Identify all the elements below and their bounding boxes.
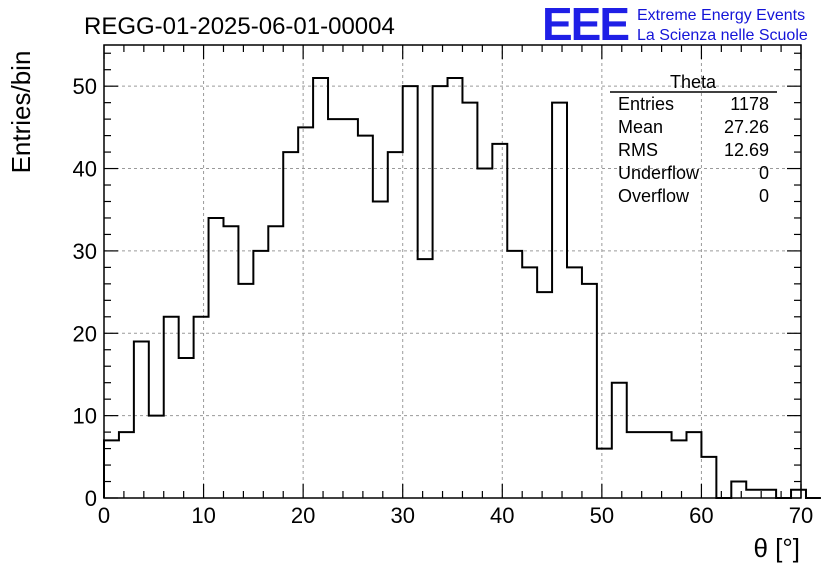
histogram-bin bbox=[238, 284, 253, 498]
stats-value: 1178 bbox=[730, 94, 769, 114]
histogram-bin bbox=[149, 416, 164, 498]
histogram-bin bbox=[313, 78, 328, 498]
histogram-bin bbox=[373, 201, 388, 498]
y-axis-label: Entries/bin bbox=[6, 51, 36, 174]
logo-line-1: Extreme Energy Events bbox=[637, 7, 805, 24]
histogram-bin bbox=[209, 218, 224, 498]
histogram-bin bbox=[448, 78, 463, 498]
y-tick-label: 40 bbox=[73, 157, 97, 182]
histogram-bin bbox=[328, 119, 343, 498]
stats-title: Theta bbox=[670, 72, 717, 92]
histogram-bin bbox=[283, 152, 298, 498]
grid-lines bbox=[104, 45, 801, 498]
stats-label: Mean bbox=[618, 117, 663, 137]
histogram-bin bbox=[194, 317, 209, 498]
histogram-bin bbox=[418, 259, 433, 498]
histogram-bin bbox=[567, 267, 582, 498]
histogram-bin bbox=[134, 342, 149, 498]
histogram-bin bbox=[433, 86, 448, 498]
histogram-bin bbox=[298, 127, 313, 498]
histogram-bin bbox=[582, 284, 597, 498]
logo-line-2: La Scienza nelle Scuole bbox=[637, 27, 808, 44]
histogram-bin bbox=[268, 226, 283, 498]
histogram-bin bbox=[403, 86, 418, 498]
x-tick-label: 70 bbox=[789, 503, 813, 528]
x-tick-labels: 0 10 20 30 40 50 60 70 bbox=[98, 503, 813, 528]
stats-box: Theta Entries 1178 Mean 27.26 RMS 12.69 Underf… bbox=[610, 72, 777, 206]
histogram-bin bbox=[761, 490, 776, 498]
histogram-outline bbox=[103, 76, 821, 499]
histogram-bin bbox=[686, 432, 701, 498]
histogram-bin bbox=[612, 383, 627, 498]
x-axis-label: θ [°] bbox=[753, 533, 800, 563]
histogram-bin bbox=[104, 440, 119, 498]
histogram-bins bbox=[104, 78, 806, 498]
x-tick-label: 10 bbox=[191, 503, 215, 528]
histogram-bin bbox=[642, 432, 657, 498]
histogram-bin bbox=[746, 490, 761, 498]
histogram-bin bbox=[462, 103, 477, 498]
histogram-bin bbox=[388, 152, 403, 498]
histogram-bin bbox=[358, 136, 373, 498]
x-tick-label: 20 bbox=[291, 503, 315, 528]
y-tick-label: 30 bbox=[73, 239, 97, 264]
x-tick-label: 30 bbox=[390, 503, 414, 528]
histogram-bin bbox=[507, 251, 522, 498]
chart-title: REGG-01-2025-06-01-00004 bbox=[84, 13, 395, 40]
y-tick-label: 50 bbox=[73, 74, 97, 99]
histogram-bin bbox=[179, 358, 194, 498]
histogram-bin bbox=[657, 432, 672, 498]
stats-value: 0 bbox=[759, 163, 769, 183]
x-tick-label: 60 bbox=[689, 503, 713, 528]
eee-logo: EEE Extreme Energy Events La Scienza nel… bbox=[542, 0, 808, 50]
stats-value: 12.69 bbox=[724, 140, 769, 160]
histogram-bin bbox=[672, 440, 687, 498]
histogram-bin bbox=[477, 169, 492, 498]
y-tick-labels: 0 10 20 30 40 50 bbox=[73, 74, 97, 511]
histogram-bin bbox=[343, 119, 358, 498]
histogram-bin bbox=[492, 144, 507, 498]
histogram-bin bbox=[119, 432, 134, 498]
stats-label: Overflow bbox=[618, 186, 690, 206]
histogram-bin bbox=[597, 449, 612, 498]
histogram-bin bbox=[253, 251, 268, 498]
plot-frame bbox=[103, 44, 802, 499]
x-tick-label: 50 bbox=[590, 503, 614, 528]
stats-value: 0 bbox=[759, 186, 769, 206]
histogram-bin bbox=[791, 490, 806, 498]
stats-label: Entries bbox=[618, 94, 674, 114]
histogram-bin bbox=[537, 292, 552, 498]
x-tick-label: 40 bbox=[490, 503, 514, 528]
histogram-bin bbox=[164, 317, 179, 498]
histogram-bin bbox=[731, 482, 746, 498]
stats-label: Underflow bbox=[618, 163, 700, 183]
stats-rows: Entries 1178 Mean 27.26 RMS 12.69 Underflow 0 Ov… bbox=[618, 94, 769, 206]
y-tick-label: 0 bbox=[85, 486, 97, 511]
histogram-bin bbox=[552, 103, 567, 498]
stats-value: 27.26 bbox=[724, 117, 769, 137]
histogram-bin bbox=[701, 457, 716, 498]
y-tick-label: 20 bbox=[73, 321, 97, 346]
histogram-bin bbox=[522, 267, 537, 498]
y-tick-label: 10 bbox=[73, 404, 97, 429]
histogram-bin bbox=[627, 432, 642, 498]
stats-label: RMS bbox=[618, 140, 658, 160]
histogram-bin bbox=[223, 226, 238, 498]
logo-mark: EEE bbox=[542, 0, 628, 50]
x-tick-label: 0 bbox=[98, 503, 110, 528]
